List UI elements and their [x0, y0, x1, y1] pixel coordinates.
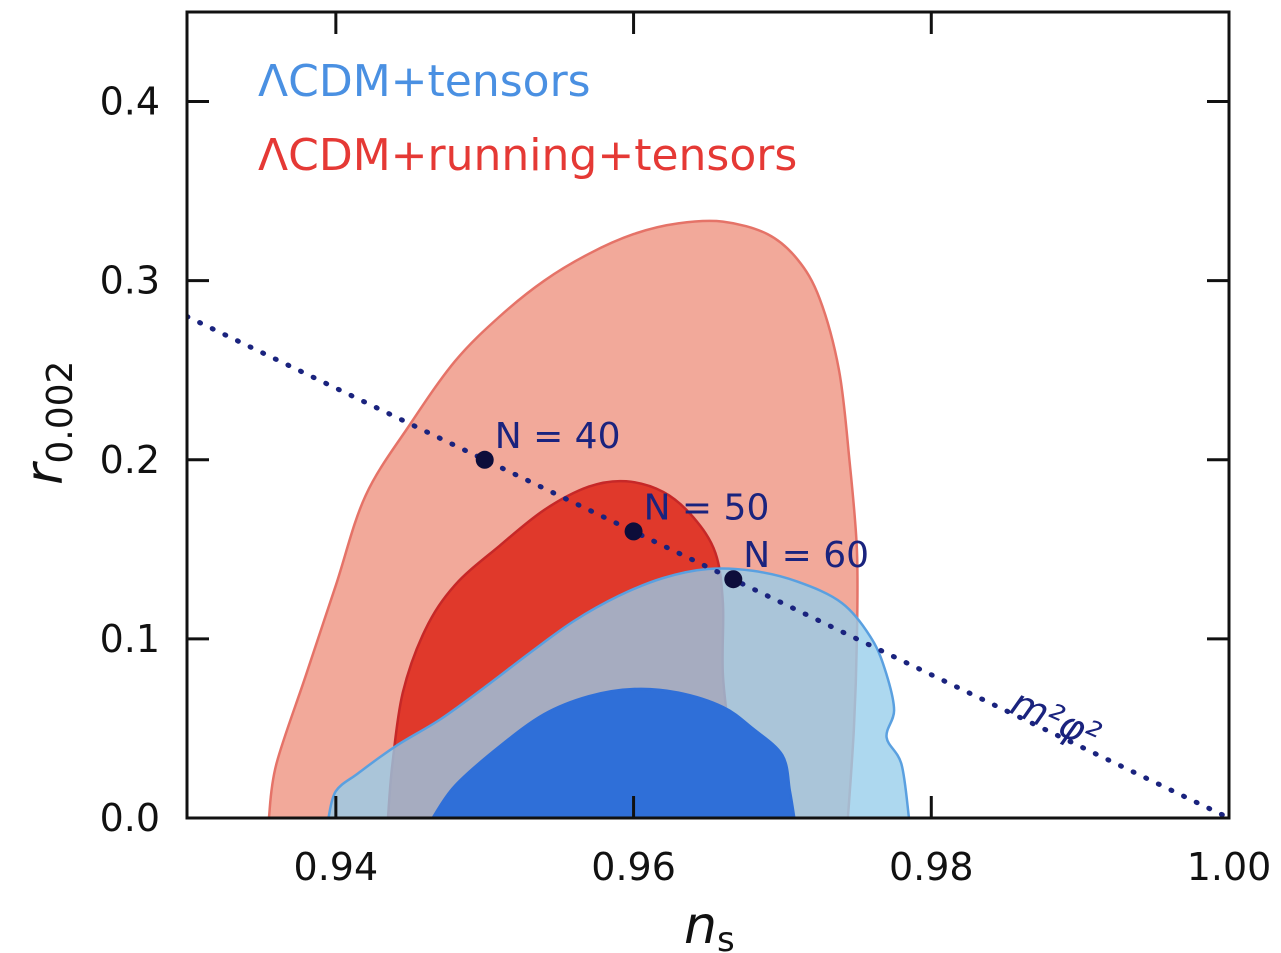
legend-entry-1: ΛCDM+running+tensors	[258, 130, 797, 181]
model-point-0	[475, 450, 494, 469]
x-tick-label-3: 1.00	[1187, 845, 1272, 889]
y-axis-label-sub: 0.002	[40, 361, 81, 464]
y-tick-label-1: 0.1	[100, 617, 160, 661]
y-axis-label-main: r	[15, 460, 75, 485]
model-point-label-1: N = 50	[644, 487, 770, 528]
model-point-label-2: N = 60	[743, 535, 869, 576]
x-tick-label-0: 0.94	[294, 845, 379, 889]
model-point-label-0: N = 40	[495, 416, 621, 457]
model-line	[187, 313, 1229, 818]
y-tick-label-2: 0.2	[100, 438, 160, 482]
x-tick-label-2: 0.98	[889, 845, 974, 889]
y-tick-label-3: 0.3	[100, 259, 160, 303]
model-point-2	[724, 570, 743, 589]
model-line-label: m²φ²	[1004, 680, 1106, 758]
contour-layer	[267, 219, 911, 818]
model-line-layer	[187, 313, 1229, 818]
y-axis-label: r0.002	[15, 361, 81, 485]
x-axis-label: ns	[684, 896, 735, 953]
x-axis-label-sub: s	[717, 920, 735, 953]
x-tick-label-1: 0.96	[591, 845, 676, 889]
legend-entry-0: ΛCDM+tensors	[258, 56, 591, 107]
plot-frame	[185, 10, 1231, 820]
x-axis-label-main: n	[684, 896, 717, 953]
tick-layer: 0.94 0.96 0.98 1.00 0.0 0.1 0.2 0.3 0.4	[100, 12, 1272, 889]
y-tick-label-0: 0.0	[100, 796, 160, 840]
y-tick-label-4: 0.4	[100, 80, 160, 124]
contour-3	[431, 687, 796, 818]
model-points-layer: N = 40 N = 50 N = 60	[475, 416, 869, 589]
model-point-1	[624, 522, 643, 541]
